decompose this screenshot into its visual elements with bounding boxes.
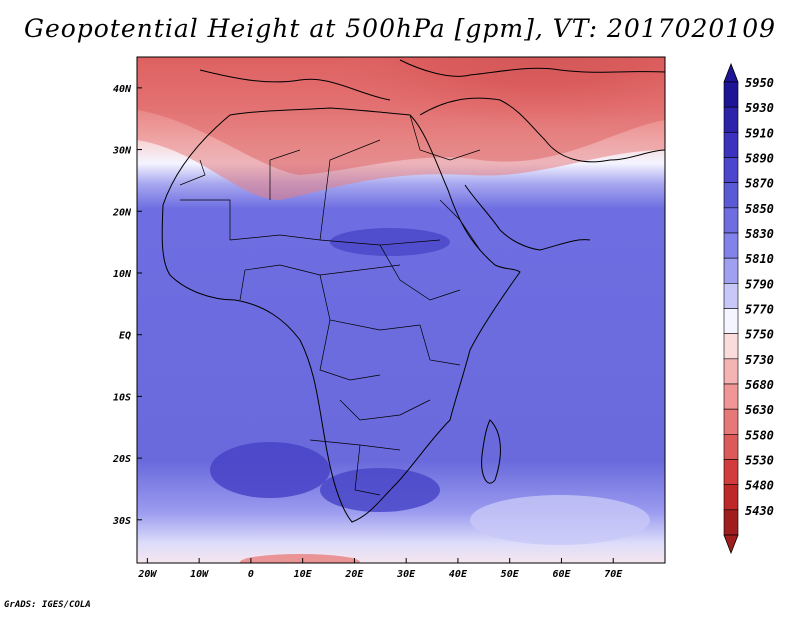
south-indian-ocean-light-region <box>470 495 650 545</box>
colorbar-segment <box>723 207 739 234</box>
colorbar-segment <box>723 434 739 460</box>
country-borders <box>179 114 481 496</box>
red-contour-band <box>137 57 665 200</box>
colorbar-segment <box>723 283 739 309</box>
colorbar-level-label: 5530 <box>745 454 774 468</box>
lon-tick-label: 0 <box>248 569 254 580</box>
colorbar-segment <box>723 232 739 259</box>
lat-tick-label: EQ <box>119 331 131 342</box>
lon-tick-label: 10W <box>190 569 209 580</box>
lat-tick-label: 10N <box>113 269 132 280</box>
colorbar-segment <box>723 257 739 284</box>
colorbar-segment <box>723 157 739 183</box>
map-plot-area <box>137 57 665 563</box>
high-height-region-south-atlantic <box>210 442 330 498</box>
colorbar-level-label: 5630 <box>745 403 774 417</box>
colorbar-segment <box>723 358 739 385</box>
colorbar-level-label: 5750 <box>745 328 774 342</box>
colorbar-level-label: 5730 <box>745 353 774 367</box>
lon-tick-label: 10E <box>294 569 313 580</box>
colorbar-bottom-arrow <box>723 534 739 555</box>
lon-tick-label: 70E <box>604 569 623 580</box>
coastlines <box>161 59 665 523</box>
colorbar-level-label: 5950 <box>745 76 774 90</box>
lon-tick-label: 60E <box>552 569 571 580</box>
colorbar-level-label: 5830 <box>745 227 774 241</box>
colorbar-level-label: 5870 <box>745 177 774 191</box>
colorbar-segment <box>723 81 739 108</box>
colorbar-segment <box>723 484 739 511</box>
plot-frame <box>136 56 666 564</box>
red-contour-band-inner <box>137 57 665 175</box>
colorbar-segment <box>723 383 739 410</box>
colorbar-level-label: 5850 <box>745 202 774 216</box>
lon-tick-label: 40E <box>449 569 468 580</box>
lat-tick-label: 20N <box>112 207 132 218</box>
lat-tick-label: 40N <box>113 84 132 95</box>
longitude-axis: 20W 10W 0 10E 20E 30E 40E 50E 60E 70E <box>137 558 623 580</box>
lon-tick-label: 20W <box>137 569 157 580</box>
colorbar-level-label: 5810 <box>745 252 774 266</box>
colorbar: 5950 5930 5910 5890 5870 5850 5830 5810 5790 5770… <box>723 62 774 555</box>
colorbar-level-label: 5930 <box>745 101 774 115</box>
lon-tick-label: 50E <box>501 569 520 580</box>
colorbar-segment <box>723 408 739 435</box>
lon-tick-label: 20E <box>344 569 364 580</box>
colorbar-level-label: 5580 <box>745 428 774 442</box>
colorbar-top-arrow <box>723 62 739 83</box>
colorbar-segment <box>723 182 739 209</box>
lat-tick-label: 30S <box>112 516 131 527</box>
colorbar-level-label: 5890 <box>745 152 774 166</box>
lat-tick-label: 10S <box>113 392 131 403</box>
lat-tick-label: 30N <box>112 146 132 157</box>
colorbar-level-label: 5480 <box>745 479 774 493</box>
colorbar-level-label: 5430 <box>745 504 774 518</box>
colorbar-level-label: 5790 <box>745 277 774 291</box>
colorbar-level-label: 5680 <box>745 378 774 392</box>
high-height-region-sahel <box>330 228 450 256</box>
colorbar-segment <box>723 333 739 360</box>
colorbar-level-label: 5770 <box>745 303 774 317</box>
lon-tick-label: 30E <box>396 569 416 580</box>
southern-red-patch <box>240 554 360 563</box>
latitude-axis: 40N 30N 20N 10N EQ 10S 20S 30S <box>112 84 142 527</box>
colorbar-segment <box>723 459 739 485</box>
map-title: Geopotential Height at 500hPa [gpm], VT:… <box>23 14 777 43</box>
colorbar-level-label: 5910 <box>745 126 774 140</box>
colorbar-segment <box>723 509 739 536</box>
grads-credit: GrADS: IGES/COLA <box>4 600 91 610</box>
high-height-region-southern-africa <box>320 468 440 512</box>
colorbar-segment <box>723 132 739 158</box>
lat-tick-label: 20S <box>112 454 131 465</box>
colorbar-segment <box>723 308 739 334</box>
colorbar-segment <box>723 106 739 133</box>
